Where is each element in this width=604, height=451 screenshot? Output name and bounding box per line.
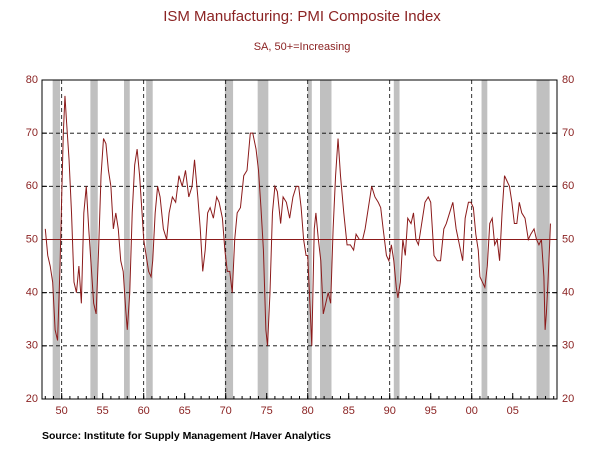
y2-tick-label: 60: [562, 180, 574, 192]
y-tick-label: 30: [26, 340, 38, 352]
y2-tick-label: 30: [562, 340, 574, 352]
data-line: [44, 95, 551, 346]
y-tick-label: 20: [26, 393, 38, 405]
x-tick-label: 70: [220, 405, 232, 417]
x-tick-label: 05: [507, 405, 519, 417]
x-tick-label: 00: [466, 405, 478, 417]
y-tick-label: 60: [26, 180, 38, 192]
y2-tick-label: 70: [562, 127, 574, 139]
y-tick-label: 50: [26, 233, 38, 245]
y-tick-label: 70: [26, 127, 38, 139]
source-note: Source: Institute for Supply Management …: [42, 430, 331, 442]
x-tick-label: 65: [179, 405, 191, 417]
chart-subtitle: SA, 50+=Increasing: [254, 41, 351, 53]
y-tick-label: 80: [26, 74, 38, 86]
y2-tick-label: 40: [562, 287, 574, 299]
x-tick-label: 85: [343, 405, 355, 417]
x-tick-label: 55: [97, 405, 109, 417]
x-tick-label: 90: [384, 405, 396, 417]
x-tick-label: 80: [302, 405, 314, 417]
y-tick-label: 40: [26, 287, 38, 299]
y2-tick-label: 20: [562, 393, 574, 405]
x-tick-label: 50: [56, 405, 68, 417]
x-tick-label: 60: [138, 405, 150, 417]
chart-title: ISM Manufacturing: PMI Composite Index: [163, 8, 441, 25]
x-tick-label: 75: [261, 405, 273, 417]
x-tick-label: 95: [425, 405, 437, 417]
plot-frame: [41, 79, 558, 400]
y2-tick-label: 80: [562, 74, 574, 86]
y2-tick-label: 50: [562, 233, 574, 245]
